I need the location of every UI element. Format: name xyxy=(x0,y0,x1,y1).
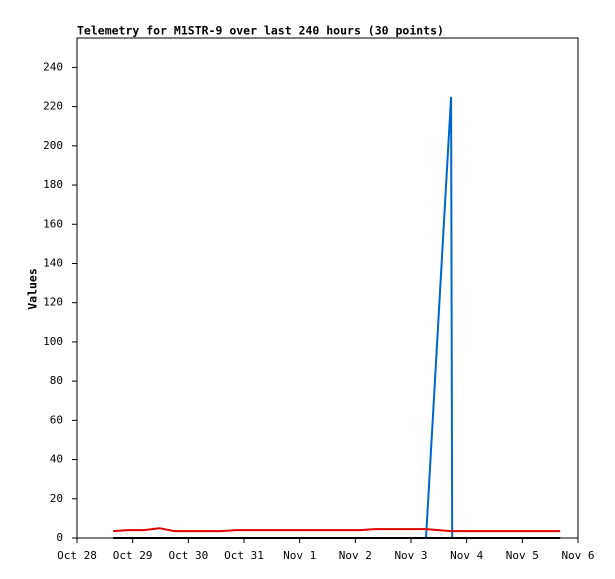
x-tick-label: Oct 31 xyxy=(224,549,264,562)
x-tick-label: Nov 3 xyxy=(394,549,427,562)
y-tick-label: 60 xyxy=(50,413,63,426)
plot-frame xyxy=(76,37,579,539)
y-axis-label: Values xyxy=(26,268,40,310)
x-tick-label: Nov 2 xyxy=(339,549,372,562)
chart-title: Telemetry for M1STR-9 over last 240 hour… xyxy=(77,24,444,38)
x-tick-label: Oct 28 xyxy=(57,549,97,562)
x-tick-label: Nov 4 xyxy=(450,549,483,562)
x-tick-label: Nov 5 xyxy=(506,549,539,562)
y-tick-label: 20 xyxy=(50,492,63,505)
y-tick-label: 80 xyxy=(50,374,63,387)
y-tick-label: 160 xyxy=(43,217,63,230)
x-tick-label: Nov 1 xyxy=(283,549,316,562)
series-line xyxy=(113,96,561,539)
y-tick-label: 220 xyxy=(43,100,63,113)
x-tick-label: Oct 29 xyxy=(113,549,153,562)
y-tick-label: 240 xyxy=(43,60,63,73)
x-tick-label: Oct 30 xyxy=(168,549,208,562)
y-tick-label: 140 xyxy=(43,256,63,269)
y-tick-label: 180 xyxy=(43,178,63,191)
y-tick-label: 200 xyxy=(43,139,63,152)
y-tick-label: 0 xyxy=(56,531,63,544)
y-tick-label: 100 xyxy=(43,335,63,348)
y-tick-label: 120 xyxy=(43,296,63,309)
x-tick-label: Nov 6 xyxy=(561,549,594,562)
series-line xyxy=(113,527,561,533)
y-tick-label: 40 xyxy=(50,453,63,466)
